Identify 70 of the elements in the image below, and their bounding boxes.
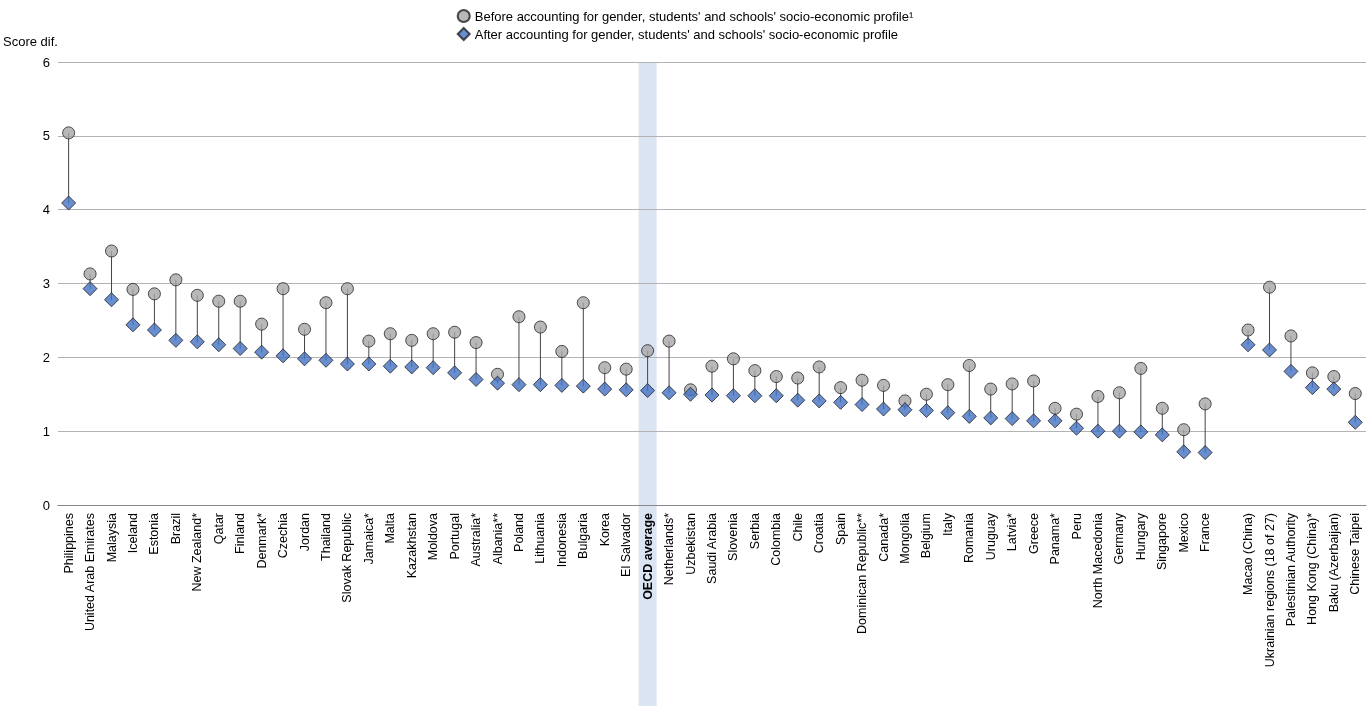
x-tick-label: United Arab Emirates [83, 513, 98, 632]
x-tick-label: Poland [511, 512, 526, 552]
x-tick-label: Peru [1069, 512, 1084, 540]
x-tick-label: Lithuania [533, 512, 548, 564]
x-tick-label: Uruguay [983, 512, 998, 561]
x-tick-label: Indonesia [554, 512, 569, 568]
y-tick-label: 6 [42, 54, 50, 70]
x-tick-label: Australia* [469, 512, 484, 567]
x-tick-label: North Macedonia [1090, 512, 1105, 609]
x-tick-label: Panama* [1048, 512, 1063, 565]
x-tick-label: Baku (Azerbaijan) [1326, 513, 1341, 613]
x-tick-label: Malaysia [104, 512, 119, 563]
x-tick-label: New Zealand* [190, 512, 205, 592]
y-tick-label: 3 [42, 276, 50, 291]
x-tick-label: Denmark* [254, 512, 269, 569]
x-tick-label: France [1198, 512, 1213, 552]
x-tick-label: Mongolia [897, 512, 912, 564]
x-tick-label: Uzbekistan [683, 512, 698, 575]
x-tick-label: Brazil [168, 513, 183, 545]
x-tick-label: Korea [597, 512, 612, 547]
x-tick-label: Croatia [812, 512, 827, 554]
x-tick-label: Singapore [1155, 512, 1170, 570]
x-tick-label: Hungary [1133, 512, 1148, 561]
x-tick-label: Finland [233, 512, 248, 554]
x-tick-label: Chinese Taipei [1348, 513, 1363, 595]
x-tick-label: Italy [940, 512, 955, 536]
x-tick-label: Chile [790, 512, 805, 542]
x-tick-label: Netherlands* [662, 512, 677, 586]
x-tick-label: Ukrainian regions (18 of 27) [1262, 513, 1277, 668]
y-tick-label: 5 [42, 128, 50, 144]
x-tick-label: Greece [1026, 512, 1041, 554]
x-tick-label: Hong Kong (China)* [1305, 512, 1320, 625]
x-tick-label: El Salvador [619, 513, 634, 577]
x-tick-label: Canada* [876, 512, 891, 562]
y-axis-title: Score dif. [2, 34, 58, 49]
y-tick-label: 0 [42, 497, 50, 513]
x-tick-label: Saudi Arabia [704, 512, 719, 584]
x-tick-label: Philippines [61, 513, 76, 574]
legend-label: Before accounting for gender, students' and schools' socio-economic profile¹ [474, 8, 914, 24]
y-tick-label: 2 [42, 349, 50, 365]
x-tick-label: Portugal [447, 513, 462, 560]
legend-label: After accounting for gender, students' and schools' socio-economic profile [474, 26, 899, 42]
y-tick-label: 4 [42, 202, 50, 218]
x-tick-label: Macao (China) [1241, 513, 1256, 595]
x-tick-label: Thailand [318, 512, 333, 561]
x-tick-label: Albania** [490, 512, 505, 565]
x-tick-label: Moldova [426, 512, 441, 561]
x-tick-label: Dominican Republic** [855, 512, 870, 634]
x-tick-label: Colombia [769, 512, 784, 566]
x-tick-label: OECD average [640, 512, 655, 600]
x-tick-label: Bulgaria [576, 512, 591, 559]
x-tick-label: Mexico [1176, 512, 1191, 553]
x-tick-label: Serbia [747, 512, 762, 550]
x-tick-label: Malta [383, 512, 398, 544]
x-tick-label: Estonia [147, 512, 162, 555]
x-tick-label: Czechia [276, 512, 291, 559]
x-tick-label: Kazakhstan [404, 512, 419, 579]
x-tick-label: Qatar [211, 513, 226, 545]
x-tick-label: Iceland [125, 512, 140, 554]
x-tick-label: Spain [833, 512, 848, 545]
x-tick-label: Jamaica* [361, 512, 376, 565]
x-tick-label: Germany [1112, 512, 1127, 565]
x-tick-label: Palestinian Authority [1283, 512, 1298, 627]
x-tick-label: Jordan [297, 512, 312, 552]
x-tick-label: Latvia* [1005, 512, 1020, 552]
y-tick-label: 1 [42, 423, 50, 439]
x-tick-label: Slovenia [726, 512, 741, 561]
x-tick-label: Slovak Republic [340, 513, 355, 603]
x-tick-label: Romania [962, 512, 977, 564]
x-tick-label: Belgium [919, 513, 934, 559]
